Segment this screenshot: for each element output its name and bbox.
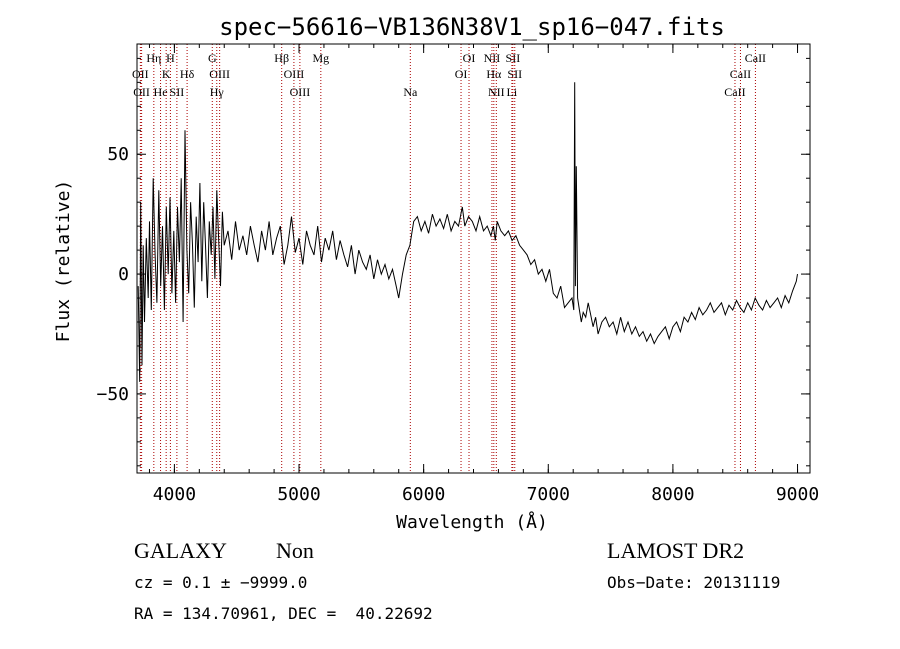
spectral-line-label: NII	[488, 85, 505, 99]
spectral-line-label: OIII	[290, 85, 311, 99]
spectral-line-label: Na	[403, 85, 418, 99]
spectral-line-label: SII	[507, 67, 522, 81]
spectral-line-label: Hδ	[180, 67, 195, 81]
x-tick-label: 6000	[402, 484, 445, 505]
obs-date: Obs−Date: 20131119	[607, 573, 781, 592]
spectral-line-markers: OII OII Hη He KH SII Hδ G OIII Hγ Hβ OIII OIII Mg Na OI…	[132, 44, 766, 473]
x-axis-label: Wavelength (Å)	[396, 511, 548, 533]
spectral-line-label: OI	[463, 51, 476, 65]
y-tick-label: 50	[107, 144, 129, 165]
x-tick-label: 9000	[776, 484, 819, 505]
x-axis: 4000 5000 6000 7000 8000 9000	[148, 44, 819, 505]
x-tick-label: 5000	[277, 484, 320, 505]
plot-frame	[136, 43, 811, 474]
spectral-line-label: OI	[455, 67, 468, 81]
spectrum-series-line	[137, 82, 798, 382]
object-class: GALAXY	[134, 538, 227, 563]
spectral-line-label: CaII	[724, 85, 745, 99]
spectral-line-label: NII	[484, 51, 501, 65]
y-tick-label: −50	[96, 384, 129, 405]
object-subclass: Non	[276, 538, 314, 563]
cz-value: cz = 0.1 ± −9999.0	[134, 573, 308, 592]
spectral-line-label: OII	[133, 85, 150, 99]
spectral-line-label: Mg	[312, 51, 329, 65]
spectral-line-label: Li	[507, 85, 518, 99]
spectral-line-label: OIII	[284, 67, 305, 81]
spectral-line-label: OII	[132, 67, 149, 81]
coordinates: RA = 134.70961, DEC = 40.22692	[134, 604, 433, 623]
y-axis: −50 0 50	[96, 57, 810, 467]
spectral-line-label: Hγ	[210, 85, 225, 99]
spectral-line-label: G	[208, 51, 217, 65]
spectral-line-label: H	[166, 51, 175, 65]
x-tick-label: 8000	[651, 484, 694, 505]
survey-name: LAMOST DR2	[607, 538, 745, 563]
spectral-line-label: OIII	[209, 67, 230, 81]
spectral-line-label: CaII	[730, 67, 751, 81]
y-tick-label: 0	[118, 264, 129, 285]
spectral-line-label: SII	[506, 51, 521, 65]
spectral-line-label: Hη	[146, 51, 161, 65]
spectral-line-label: Hα	[486, 67, 502, 81]
y-axis-label: Flux (relative)	[53, 180, 74, 343]
spectral-line-label: K	[162, 67, 171, 81]
x-tick-label: 7000	[527, 484, 570, 505]
chart-title: spec−56616−VB136N38V1_sp16−047.fits	[219, 13, 725, 41]
spectral-line-label: CaII	[745, 51, 766, 65]
x-tick-label: 4000	[153, 484, 196, 505]
spectral-line-label: SII	[170, 85, 185, 99]
spectral-line-label: Hβ	[274, 51, 289, 65]
spectral-line-label: He	[154, 85, 168, 99]
